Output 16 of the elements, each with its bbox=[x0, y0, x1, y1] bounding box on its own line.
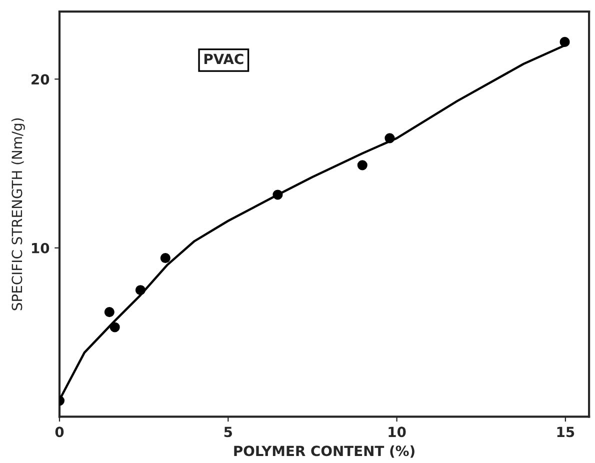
x-tick-label: 5 bbox=[224, 426, 232, 438]
point bbox=[104, 307, 114, 318]
point bbox=[272, 190, 283, 200]
point bbox=[110, 322, 120, 332]
point bbox=[560, 36, 570, 47]
point bbox=[384, 133, 395, 144]
x-axis-title: POLYMER CONTENT (%) bbox=[234, 445, 414, 458]
x-tick-label: 15 bbox=[557, 426, 574, 438]
point bbox=[160, 252, 170, 264]
x-tick-label: 0 bbox=[55, 426, 64, 438]
point bbox=[357, 160, 368, 170]
x-tick-label: 10 bbox=[388, 426, 406, 438]
annotation: PVAC bbox=[204, 54, 244, 64]
y-axis-title: SPECIFIC STRENGTH (Nm/g) bbox=[11, 118, 25, 310]
y-tick-label: 20 bbox=[32, 74, 50, 85]
point bbox=[135, 285, 146, 296]
